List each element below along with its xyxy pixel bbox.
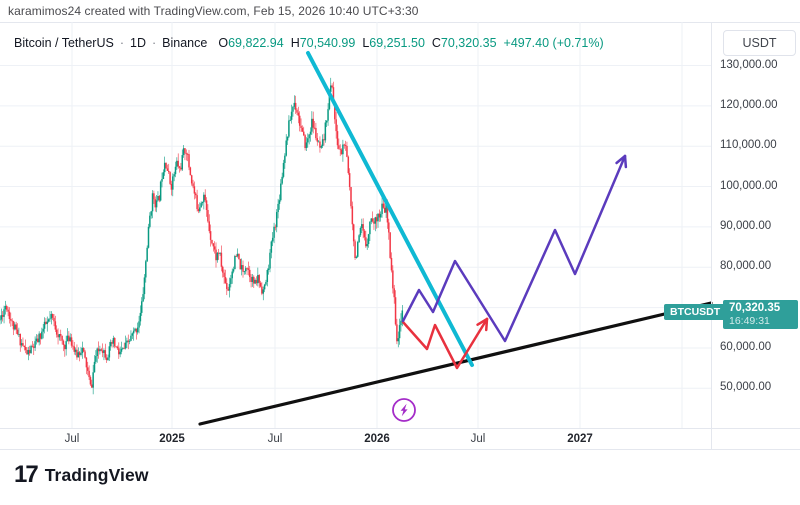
downtrend-trendline[interactable] (306, 51, 474, 367)
price-axis-label: 110,000.00 (720, 139, 777, 152)
time-axis-label: 2026 (364, 433, 390, 445)
attribution-text: karamimos24 created with TradingView.com… (8, 4, 419, 18)
price-axis-label: 50,000.00 (720, 381, 772, 394)
time-axis-label: Jul (64, 433, 80, 445)
time-axis-border-top (0, 428, 800, 429)
widget-top-border (0, 22, 800, 23)
interval-label[interactable]: 1D (130, 36, 146, 50)
time-axis-label: 2027 (567, 433, 593, 445)
change-value: +497.40 (+0.71%) (503, 36, 604, 50)
ohlc-pair: O69,822.94 (218, 36, 284, 50)
last-price-value: 70,320.35 (729, 302, 781, 314)
flash-marker[interactable] (392, 398, 416, 422)
symbol-price-tag: BTCUSDT (664, 304, 727, 320)
ohlc-pair: C70,320.35 (431, 36, 497, 50)
gridlines (0, 22, 711, 428)
separator-dot: · (151, 36, 157, 50)
price-axis-label: 120,000.00 (720, 98, 778, 111)
exchange-label: Binance (162, 36, 208, 50)
price-axis-label: 130,000.00 (720, 58, 778, 71)
ohlc-pair: L69,251.50 (362, 36, 425, 50)
currency-toggle-button[interactable]: USDT (723, 30, 796, 56)
ohlc-pair: H70,540.99 (290, 36, 356, 50)
price-axis-label: 90,000.00 (720, 219, 772, 232)
price-axis-label: 100,000.00 (720, 179, 778, 192)
tradingview-logo-text: TradingView (44, 464, 149, 485)
time-axis-label: Jul (267, 433, 283, 445)
purple-forecast-arrow[interactable] (401, 154, 628, 343)
tradingview-logo-mark-icon: 17 (14, 461, 39, 488)
ohlc-values: O69,822.94 H70,540.99 L69,251.50 C70,320.35 (218, 36, 496, 50)
last-price-label: 70,320.35 16:49:31 (723, 300, 798, 329)
chart-legend: Bitcoin / TetherUS · 1D · Binance O69,82… (14, 36, 604, 50)
time-axis-label: 2025 (159, 433, 185, 445)
price-axis-border (711, 22, 712, 449)
time-axis-label: Jul (470, 433, 486, 445)
lightning-icon (400, 403, 408, 417)
separator-dot: · (119, 36, 124, 50)
bar-countdown: 16:49:31 (729, 315, 770, 327)
time-axis-border-bottom (0, 449, 800, 450)
price-axis-label: 80,000.00 (720, 260, 772, 273)
price-axis-label: 60,000.00 (720, 340, 772, 353)
candlesticks (0, 77, 404, 395)
tradingview-logo[interactable]: 17 TradingView (14, 462, 149, 488)
red-forecast-arrow[interactable] (401, 317, 489, 370)
symbol-title[interactable]: Bitcoin / TetherUS (14, 36, 114, 50)
